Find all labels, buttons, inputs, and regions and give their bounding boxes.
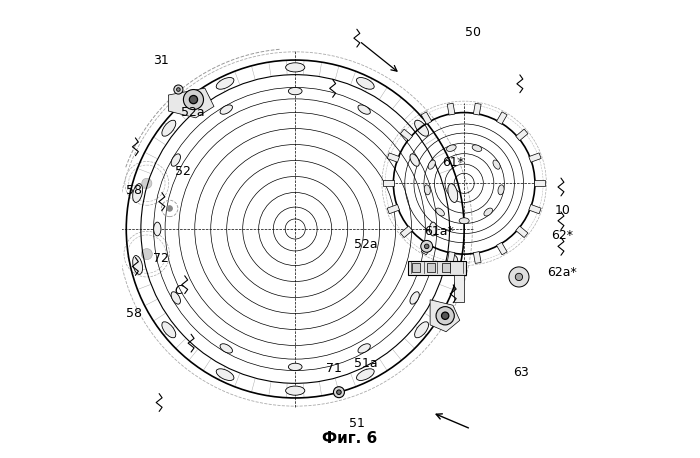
Ellipse shape (414, 120, 428, 136)
FancyBboxPatch shape (442, 263, 451, 273)
Ellipse shape (356, 77, 374, 89)
Ellipse shape (220, 344, 232, 353)
Circle shape (515, 273, 523, 281)
Polygon shape (473, 103, 481, 115)
Text: 51: 51 (349, 417, 365, 430)
Ellipse shape (288, 363, 302, 371)
FancyBboxPatch shape (408, 261, 466, 275)
Text: 62*: 62* (552, 229, 573, 242)
Ellipse shape (410, 154, 419, 166)
Ellipse shape (358, 344, 370, 353)
Text: Фиг. 6: Фиг. 6 (323, 431, 377, 446)
Ellipse shape (484, 208, 493, 216)
Ellipse shape (358, 105, 370, 114)
Polygon shape (516, 226, 528, 238)
Text: 31: 31 (153, 54, 169, 66)
Ellipse shape (414, 322, 428, 338)
Text: 52a: 52a (181, 106, 204, 119)
Polygon shape (447, 103, 455, 115)
Ellipse shape (171, 292, 181, 304)
Polygon shape (387, 204, 400, 214)
Circle shape (189, 95, 197, 104)
Polygon shape (430, 300, 460, 332)
FancyBboxPatch shape (412, 263, 420, 273)
Polygon shape (421, 112, 432, 124)
Ellipse shape (472, 145, 482, 152)
Text: 61*: 61* (442, 156, 463, 169)
Text: 52: 52 (176, 165, 191, 179)
Text: 51a: 51a (354, 357, 378, 370)
Text: 52a: 52a (354, 239, 378, 251)
Ellipse shape (410, 292, 419, 304)
Circle shape (424, 244, 429, 249)
Ellipse shape (162, 322, 176, 338)
Polygon shape (528, 204, 541, 214)
Ellipse shape (428, 160, 435, 169)
Polygon shape (168, 88, 214, 118)
Polygon shape (400, 226, 412, 238)
Polygon shape (387, 153, 400, 162)
Circle shape (442, 312, 449, 319)
Polygon shape (473, 251, 481, 263)
Circle shape (436, 306, 454, 325)
Ellipse shape (216, 369, 234, 381)
Text: 62a*: 62a* (547, 266, 577, 279)
FancyBboxPatch shape (454, 275, 464, 302)
Ellipse shape (133, 256, 143, 274)
FancyBboxPatch shape (427, 263, 435, 273)
Circle shape (174, 85, 183, 94)
Circle shape (141, 249, 153, 260)
Ellipse shape (220, 105, 232, 114)
Ellipse shape (356, 369, 374, 381)
Text: 72: 72 (153, 252, 169, 265)
Polygon shape (384, 180, 394, 186)
Text: 10: 10 (554, 204, 570, 217)
Ellipse shape (459, 218, 469, 224)
Circle shape (421, 240, 433, 252)
Ellipse shape (448, 184, 458, 202)
Ellipse shape (288, 87, 302, 95)
Ellipse shape (286, 386, 304, 395)
Text: 58: 58 (127, 184, 143, 196)
Text: C: C (174, 284, 183, 297)
Circle shape (333, 387, 344, 398)
Polygon shape (421, 242, 432, 255)
Ellipse shape (154, 222, 161, 236)
Circle shape (176, 88, 180, 91)
Polygon shape (516, 129, 528, 141)
Circle shape (142, 178, 152, 188)
Circle shape (183, 89, 204, 109)
Ellipse shape (430, 222, 437, 236)
Text: 71: 71 (326, 362, 342, 375)
Text: 58: 58 (127, 307, 143, 320)
Ellipse shape (162, 120, 176, 136)
Polygon shape (496, 112, 507, 124)
Polygon shape (528, 153, 541, 162)
Polygon shape (496, 242, 507, 255)
Ellipse shape (133, 184, 143, 202)
Polygon shape (534, 180, 545, 186)
Circle shape (167, 206, 172, 211)
Text: 61a*: 61a* (424, 225, 454, 238)
Text: 50: 50 (466, 26, 482, 39)
Polygon shape (447, 251, 455, 263)
Ellipse shape (286, 63, 304, 72)
Ellipse shape (448, 256, 458, 274)
Circle shape (337, 390, 341, 394)
Ellipse shape (424, 185, 430, 195)
Ellipse shape (216, 77, 234, 89)
Ellipse shape (171, 154, 181, 166)
Ellipse shape (498, 185, 504, 195)
Text: 63: 63 (513, 366, 529, 379)
Ellipse shape (493, 160, 500, 169)
Ellipse shape (436, 208, 445, 216)
Circle shape (509, 267, 529, 287)
Polygon shape (400, 129, 412, 141)
Ellipse shape (447, 145, 456, 152)
